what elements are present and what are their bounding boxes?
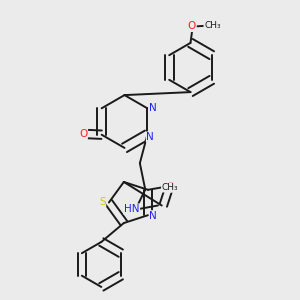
Text: CH₃: CH₃ xyxy=(162,183,178,192)
Text: O: O xyxy=(79,129,87,139)
Text: O: O xyxy=(167,182,175,192)
Text: O: O xyxy=(188,21,196,32)
Text: S: S xyxy=(99,197,106,207)
Text: N: N xyxy=(146,132,154,142)
Text: HN: HN xyxy=(124,204,140,214)
Text: N: N xyxy=(149,211,157,221)
Text: CH₃: CH₃ xyxy=(204,21,221,30)
Text: N: N xyxy=(149,103,157,113)
